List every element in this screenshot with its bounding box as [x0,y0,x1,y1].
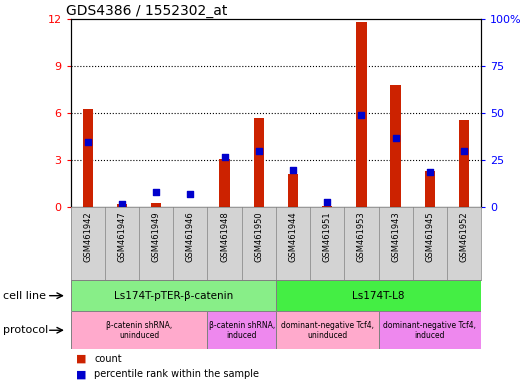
Text: GSM461952: GSM461952 [460,211,469,262]
Bar [276,311,379,349]
Point [255,148,263,154]
Bar [71,311,208,349]
Text: protocol: protocol [3,325,48,335]
Text: ■: ■ [76,369,86,379]
Text: β-catenin shRNA,
induced: β-catenin shRNA, induced [209,321,275,340]
Text: GSM461942: GSM461942 [83,211,92,262]
Point [323,199,332,205]
Bar [322,206,332,207]
Point [289,167,297,173]
Text: GSM461951: GSM461951 [323,211,332,262]
Bar [459,119,469,207]
Point [391,135,400,141]
Bar [117,204,127,207]
Text: GSM461948: GSM461948 [220,211,229,262]
Text: GSM461946: GSM461946 [186,211,195,262]
Point [426,169,434,175]
Point [84,139,92,145]
Text: β-catenin shRNA,
uninduced: β-catenin shRNA, uninduced [106,321,172,340]
Bar [288,174,298,207]
Point [460,148,468,154]
Text: dominant-negative Tcf4,
uninduced: dominant-negative Tcf4, uninduced [281,321,374,340]
Bar [356,22,367,207]
Text: GSM461950: GSM461950 [254,211,263,262]
Text: ■: ■ [76,354,86,364]
Point [186,191,195,197]
Bar [83,109,93,207]
Text: GSM461953: GSM461953 [357,211,366,262]
Text: Ls174T-L8: Ls174T-L8 [353,291,405,301]
Bar [379,311,481,349]
Text: GSM461947: GSM461947 [118,211,127,262]
Bar [391,85,401,207]
Text: GSM461945: GSM461945 [425,211,434,262]
Bar [71,280,276,311]
Text: dominant-negative Tcf4,
induced: dominant-negative Tcf4, induced [383,321,476,340]
Point [357,112,366,118]
Text: GSM461949: GSM461949 [152,211,161,262]
Bar [276,280,481,311]
Bar [220,159,230,207]
Point [118,200,126,207]
Text: count: count [94,354,122,364]
Text: percentile rank within the sample: percentile rank within the sample [94,369,259,379]
Text: GSM461943: GSM461943 [391,211,400,262]
Point [152,189,161,195]
Bar [151,203,161,207]
Bar [254,118,264,207]
Text: GSM461944: GSM461944 [289,211,298,262]
Text: Ls174T-pTER-β-catenin: Ls174T-pTER-β-catenin [113,291,233,301]
Text: cell line: cell line [3,291,46,301]
Text: GDS4386 / 1552302_at: GDS4386 / 1552302_at [66,4,228,18]
Bar [208,311,276,349]
Bar [425,171,435,207]
Point [220,154,229,160]
